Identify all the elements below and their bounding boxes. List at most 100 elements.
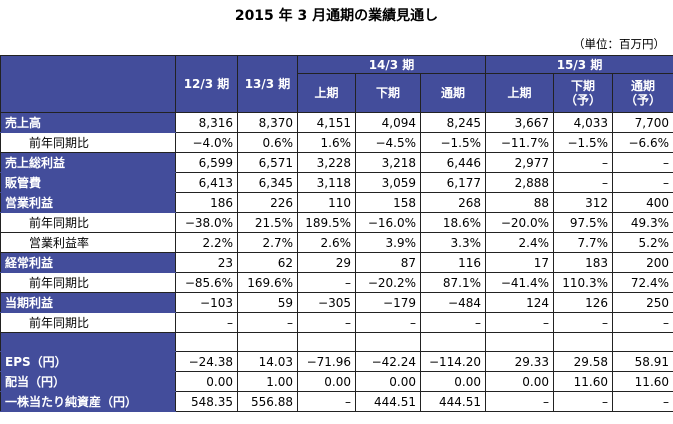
- cell: 124: [485, 292, 555, 313]
- cell: 4,151: [297, 112, 356, 133]
- cell: 0.00: [355, 371, 421, 392]
- cell: 6,599: [175, 152, 238, 173]
- cell: 2,888: [485, 172, 555, 193]
- cell: –: [419, 312, 487, 333]
- column-header-line: 上期: [314, 86, 339, 100]
- cell: 3.9%: [355, 232, 421, 253]
- table-row: 一株当たり純資産（円） 548.35 556.88–444.51 444.51– – –: [0, 391, 673, 412]
- cell: 3,059: [355, 172, 421, 193]
- cell: 3.3%: [419, 232, 487, 253]
- table-row: 売上総利益 6,599 6,571 3,228 3,218 6,446 2,977– –: [0, 152, 673, 173]
- table-row: 配当（円） 0.00 1.00 0.00 0.00 0.00 0.00 11.60 11.60: [0, 371, 673, 392]
- cell: 200: [612, 252, 673, 273]
- row-label: 一株当たり純資産（円）: [0, 391, 176, 412]
- spacer-cell: [175, 332, 238, 352]
- cell: 548.35: [175, 391, 238, 412]
- column-header: 下期 （予）: [553, 73, 614, 113]
- cell: 29.33: [485, 351, 555, 372]
- cell: 23: [175, 252, 238, 273]
- table-row: 前年同期比 – – – – – – – –: [0, 312, 673, 333]
- cell: −38.0%: [175, 212, 238, 233]
- column-header-line: （予）: [565, 93, 602, 107]
- cell: 8,370: [237, 112, 298, 133]
- table-row: 経常利益 23 62 29 87 116 17 183 200: [0, 252, 673, 273]
- cell: 0.00: [485, 371, 555, 392]
- sub-row-label: 前年同期比: [0, 212, 176, 233]
- cell: 0.00: [297, 371, 356, 392]
- cell: −71.96: [297, 351, 356, 372]
- cell: 169.6%: [237, 272, 298, 293]
- cell: −6.6%: [612, 132, 673, 153]
- column-header-line: （予）: [625, 93, 662, 107]
- column-header: 上期: [297, 73, 356, 113]
- cell: –: [553, 391, 614, 412]
- cell: 4,094: [355, 112, 421, 133]
- cell: 3,667: [485, 112, 555, 133]
- cell: 6,413: [175, 172, 238, 193]
- cell: 8,245: [419, 112, 487, 133]
- column-header-line: 12/3 期: [183, 77, 230, 91]
- cell: −305: [297, 292, 356, 313]
- unit-note: （単位：百万円）: [573, 37, 665, 51]
- cell: 268: [419, 192, 487, 213]
- column-header-line: 上期: [507, 86, 532, 100]
- spacer-cell: [237, 332, 298, 352]
- cell: 250: [612, 292, 673, 313]
- cell: –: [553, 312, 614, 333]
- cell: 88: [485, 192, 555, 213]
- table-row: EPS（円） −24.38 14.03 −71.96 −42.24 −114.20 29.3…: [0, 351, 673, 372]
- cell: 116: [419, 252, 487, 273]
- row-label: 当期利益: [0, 292, 176, 313]
- cell: –: [175, 312, 238, 333]
- cell: 59: [237, 292, 298, 313]
- cell: 6,177: [419, 172, 487, 193]
- cell: –: [237, 312, 298, 333]
- cell: 110.3%: [553, 272, 614, 293]
- cell: −103: [175, 292, 238, 313]
- header-row: 12/3 期 13/3 期 14/3 期 15/3 期: [0, 55, 673, 113]
- cell: −4.5%: [355, 132, 421, 153]
- sub-row-label: 前年同期比: [0, 312, 176, 333]
- column-header-line: 通期: [441, 86, 466, 100]
- table-row: 営業利益 186 226 110 158 268 88 312 400: [0, 192, 673, 213]
- cell: –: [612, 312, 673, 333]
- cell: –: [612, 172, 673, 193]
- cell: 18.6%: [419, 212, 487, 233]
- cell: 2.7%: [237, 232, 298, 253]
- cell: 0.00: [419, 371, 487, 392]
- spacer-row: [0, 332, 673, 352]
- cell: 444.51: [355, 391, 421, 412]
- cell: –: [297, 391, 356, 412]
- cell: 2,977: [485, 152, 555, 173]
- cell: −85.6%: [175, 272, 238, 293]
- cell: 6,446: [419, 152, 487, 173]
- table-row: 営業利益率 2.2% 2.7% 2.6% 3.9% 3.3% 2.4% 7.7% 5.2%: [0, 232, 673, 253]
- cell: 226: [237, 192, 298, 213]
- cell: 29.58: [553, 351, 614, 372]
- group-header: 14/3 期: [296, 55, 487, 74]
- cell: 97.5%: [553, 212, 614, 233]
- cell: −484: [419, 292, 487, 313]
- column-header-line: 下期: [375, 86, 400, 100]
- cell: 49.3%: [612, 212, 673, 233]
- cell: 2.2%: [175, 232, 238, 253]
- cell: 189.5%: [297, 212, 356, 233]
- cell: −24.38: [175, 351, 238, 372]
- cell: 400: [612, 192, 673, 213]
- spacer-cell: [612, 332, 673, 352]
- cell: –: [612, 152, 673, 173]
- row-label: 売上総利益: [0, 152, 176, 173]
- cell: –: [553, 172, 614, 193]
- cell: 3,118: [297, 172, 356, 193]
- cell: 312: [553, 192, 614, 213]
- cell: 6,571: [237, 152, 298, 173]
- table-row: 前年同期比 −4.0% 0.6% 1.6% −4.5% −1.5% −11.7% −1.5% −…: [0, 132, 673, 153]
- cell: –: [297, 312, 356, 333]
- row-label: 販管費: [0, 172, 176, 193]
- cell: −114.20: [419, 351, 487, 372]
- table-row: 売上高 8,316 8,370 4,151 4,094 8,245 3,667 4,033 7,…: [0, 112, 673, 133]
- cell: –: [612, 391, 673, 412]
- header-corner: [0, 55, 176, 113]
- cell: 183: [553, 252, 614, 273]
- cell: −20.0%: [485, 212, 555, 233]
